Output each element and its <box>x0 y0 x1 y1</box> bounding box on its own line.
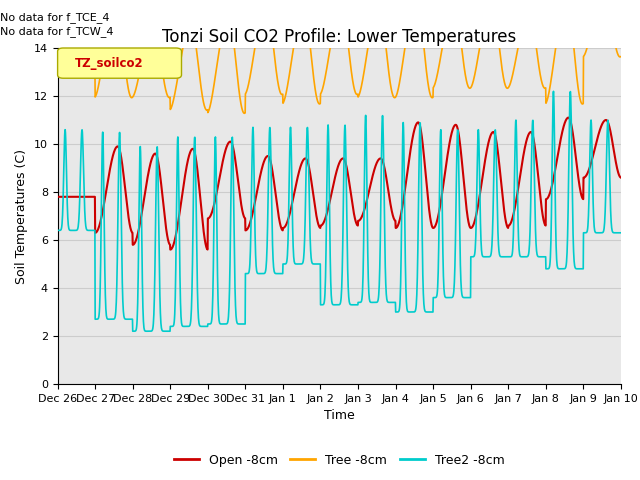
Y-axis label: Soil Temperatures (C): Soil Temperatures (C) <box>15 148 28 284</box>
Title: Tonzi Soil CO2 Profile: Lower Temperatures: Tonzi Soil CO2 Profile: Lower Temperatur… <box>162 28 516 47</box>
Text: No data for f_TCE_4: No data for f_TCE_4 <box>0 12 109 23</box>
FancyBboxPatch shape <box>58 48 182 78</box>
Legend: Open -8cm, Tree -8cm, Tree2 -8cm: Open -8cm, Tree -8cm, Tree2 -8cm <box>169 449 509 472</box>
Text: TZ_soilco2: TZ_soilco2 <box>74 57 143 70</box>
Text: No data for f_TCW_4: No data for f_TCW_4 <box>0 26 113 37</box>
X-axis label: Time: Time <box>324 409 355 422</box>
